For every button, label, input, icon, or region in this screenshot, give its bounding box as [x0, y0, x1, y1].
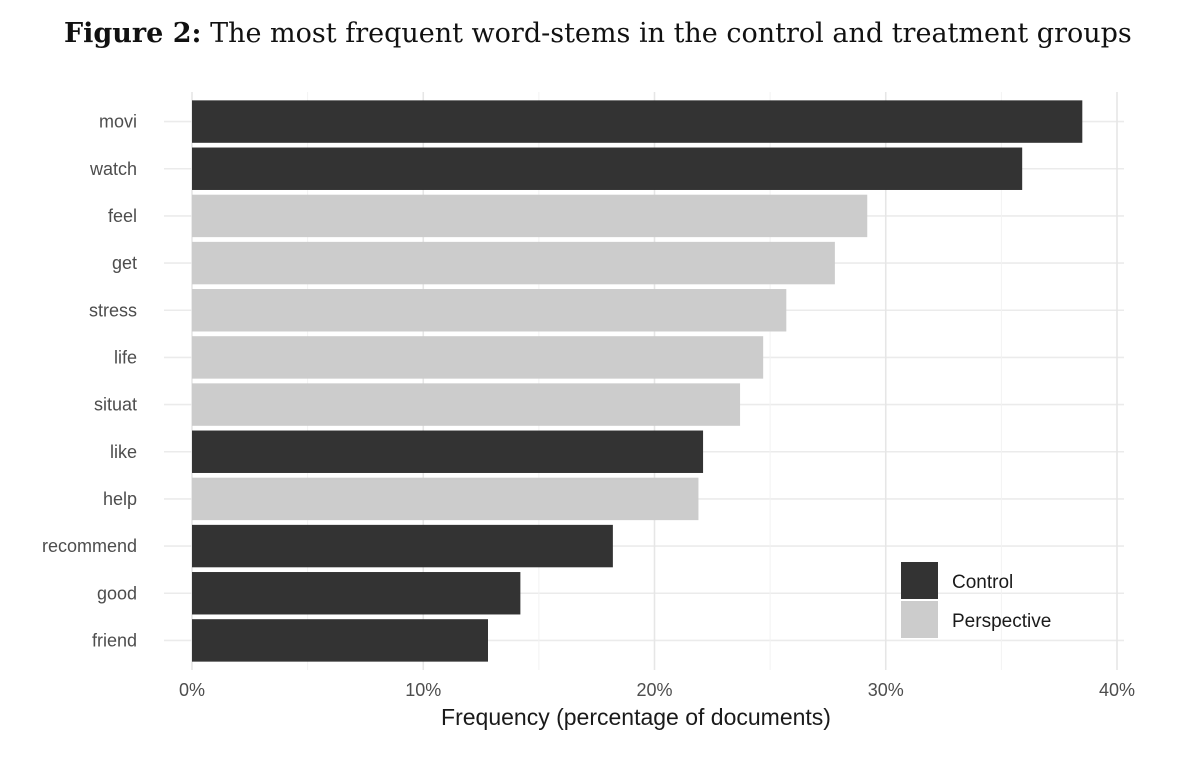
x-axis-tick-labels: 0% 10% 20% 30% 40% [179, 680, 1135, 700]
y-tick-label: help [103, 489, 137, 509]
bar-like [192, 430, 704, 473]
figure-title: The most frequent word-stems in the cont… [210, 18, 1132, 49]
y-tick-label: like [110, 442, 137, 462]
y-tick-label: situat [94, 395, 137, 415]
y-tick-label: get [112, 253, 137, 273]
legend-label-perspective: Perspective [952, 611, 1051, 632]
y-tick-label: recommend [42, 536, 137, 556]
bar-stress [192, 289, 787, 332]
x-tick-label: 20% [636, 680, 672, 700]
legend-swatch-perspective [901, 601, 938, 638]
y-tick-label: movi [99, 112, 137, 132]
x-tick-label: 0% [179, 680, 205, 700]
bar-situat [192, 383, 741, 426]
bars [192, 100, 1083, 662]
bar-good [192, 572, 521, 615]
bar-movi [192, 100, 1083, 143]
x-tick-label: 10% [405, 680, 441, 700]
bar-watch [192, 147, 1023, 190]
figure-label: Figure 2: [64, 18, 202, 49]
x-tick-label: 30% [868, 680, 904, 700]
y-tick-label: stress [89, 300, 137, 320]
y-tick-label: watch [89, 159, 137, 179]
bar-help [192, 477, 699, 521]
x-axis-title: Frequency (percentage of documents) [441, 704, 831, 730]
y-axis-tick-labels: movi watch feel get stress life situat like help… [42, 112, 137, 651]
bar-feel [192, 194, 868, 238]
x-tick-label: 40% [1099, 680, 1135, 700]
bar-get [192, 241, 835, 285]
bar-recommend [192, 524, 613, 568]
y-tick-label: good [97, 583, 137, 603]
figure-caption: Figure 2: The most frequent word-stems i… [64, 18, 1132, 49]
y-tick-label: life [114, 347, 137, 367]
bar-life [192, 336, 764, 379]
y-tick-label: feel [108, 206, 137, 226]
y-tick-label: friend [92, 630, 137, 650]
bar-friend [192, 619, 488, 662]
legend-swatch-control [901, 562, 938, 599]
legend-label-control: Control [952, 572, 1013, 593]
legend: Control Perspective [901, 562, 1051, 638]
